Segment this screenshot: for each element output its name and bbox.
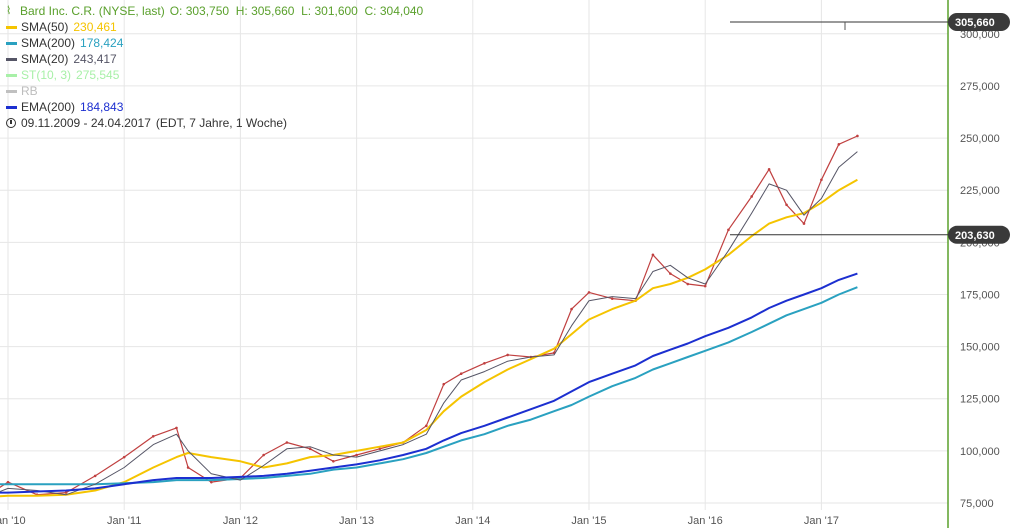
legend-swatch [6, 89, 17, 93]
series-point [651, 253, 655, 257]
ohlc-values: O: 303,750 H: 305,660 L: 301,600 C: 304,… [169, 4, 424, 18]
y-tick-label: 175,000 [960, 289, 1000, 301]
high-badge-text: 305,660 [955, 17, 995, 29]
legend-range-row: 09.11.2009 - 24.04.2017 (EDT, 7 Jahre, 1… [6, 115, 423, 131]
series-point [785, 203, 788, 207]
x-tick-label: Jan '12 [223, 515, 258, 527]
date-range: 09.11.2009 - 24.04.2017 [21, 116, 151, 130]
series-point [262, 453, 265, 457]
series-point [856, 134, 859, 138]
series-point [686, 282, 690, 286]
series-line-ema-200- [0, 272, 858, 494]
legend-swatch [6, 41, 17, 45]
series-point [669, 272, 672, 275]
legend-swatch [6, 105, 17, 109]
legend-label: EMA(200) [21, 100, 76, 114]
series-point [837, 143, 841, 146]
series-point [151, 434, 155, 438]
legend-label: ST(10, 3) [21, 68, 72, 82]
chart-grid [0, 0, 948, 510]
y-tick-label: 150,000 [960, 342, 1000, 354]
series-point [727, 228, 730, 232]
y-tick-label: 125,000 [960, 394, 1000, 406]
series-point [332, 459, 335, 463]
series-line-sma-200- [0, 286, 858, 486]
legend-item[interactable]: ST(10, 3) 275,545 [6, 67, 423, 83]
legend-value: 243,417 [73, 52, 117, 66]
candlestick-icon: ⌇ [6, 5, 12, 17]
legend-swatch [6, 57, 17, 61]
series-point [425, 424, 428, 428]
series-line-sma-50- [0, 178, 858, 498]
series-point [355, 453, 358, 457]
level-badge [948, 225, 1010, 244]
x-tick-label: Jan '11 [107, 515, 141, 527]
legend-item[interactable]: RB [6, 83, 423, 99]
series-point [186, 466, 190, 469]
legend-value: 184,843 [80, 100, 124, 114]
series-point [610, 297, 614, 300]
y-tick-label: 100,000 [960, 446, 1000, 458]
series-point [483, 361, 486, 365]
series-point [820, 178, 823, 182]
legend-value: 230,461 [73, 20, 117, 34]
x-tick-label: Jan '16 [688, 515, 723, 527]
series-line-sma-20- [0, 151, 858, 496]
legend-label: SMA(20) [21, 52, 69, 66]
y-tick-label: 250,000 [960, 133, 1000, 145]
legend-items: SMA(50) 230,461 SMA(200) 178,424 SMA(20) 243,… [6, 19, 423, 115]
series-point [308, 447, 312, 451]
clock-icon [6, 118, 16, 128]
legend-swatch [6, 25, 17, 29]
y-tick-label: 75,000 [960, 498, 994, 510]
legend: ⌇ Bard Inc. C.R. (NYSE, last) O: 303,750… [6, 3, 423, 131]
series-point [570, 307, 573, 311]
series-point [767, 168, 771, 171]
high-badge [948, 13, 1010, 31]
series-point [703, 284, 707, 288]
range-note: (EDT, 7 Jahre, 1 Woche) [155, 116, 288, 130]
x-tick-label: Jan '15 [571, 515, 606, 527]
x-tick-label: Jan '14 [455, 515, 490, 527]
level-badge-text: 203,630 [955, 230, 995, 242]
series-point [750, 195, 753, 198]
legend-label: SMA(50) [21, 20, 69, 34]
legend-item[interactable]: EMA(200) 184,843 [6, 99, 423, 115]
series-point [587, 291, 591, 294]
legend-label: RB [21, 84, 38, 98]
legend-item[interactable]: SMA(20) 243,417 [6, 51, 423, 67]
series-point [210, 480, 213, 484]
series-point [802, 222, 806, 225]
series-point [506, 353, 509, 357]
y-tick-label: 275,000 [960, 81, 1000, 93]
y-tick-label: 225,000 [960, 185, 1000, 197]
instrument-title: Bard Inc. C.R. (NYSE, last) [20, 4, 165, 18]
legend-item[interactable]: SMA(50) 230,461 [6, 19, 423, 35]
x-axis: Jan '10 Jan '11 Jan '12 Jan '13 Jan '14 Jan '… [0, 515, 839, 527]
series-point [378, 447, 382, 451]
series-point [64, 491, 68, 494]
series-point [6, 480, 10, 484]
series-point [122, 455, 126, 459]
y-tick-label: 300,000 [960, 29, 1000, 41]
series-point [459, 372, 463, 376]
legend-item[interactable]: SMA(200) 178,424 [6, 35, 423, 51]
series-point [442, 382, 446, 386]
y-axis: 75,000100,000125,000150,000175,000200,00… [947, 0, 1000, 528]
price-markers: 305,660 203,630 [730, 13, 1010, 244]
legend-value: 178,424 [80, 36, 124, 50]
x-tick-label: Jan '13 [339, 515, 374, 527]
legend-title-row[interactable]: ⌇ Bard Inc. C.R. (NYSE, last) O: 303,750… [6, 3, 423, 19]
legend-value: 275,545 [76, 68, 120, 82]
series-point [93, 474, 97, 478]
series-point [175, 426, 178, 430]
legend-label: SMA(200) [21, 36, 76, 50]
x-tick-label: Jan '10 [0, 515, 26, 527]
x-tick-label: Jan '17 [804, 515, 839, 527]
series-layer [0, 134, 859, 498]
series-point [285, 441, 289, 444]
legend-swatch [6, 73, 17, 77]
